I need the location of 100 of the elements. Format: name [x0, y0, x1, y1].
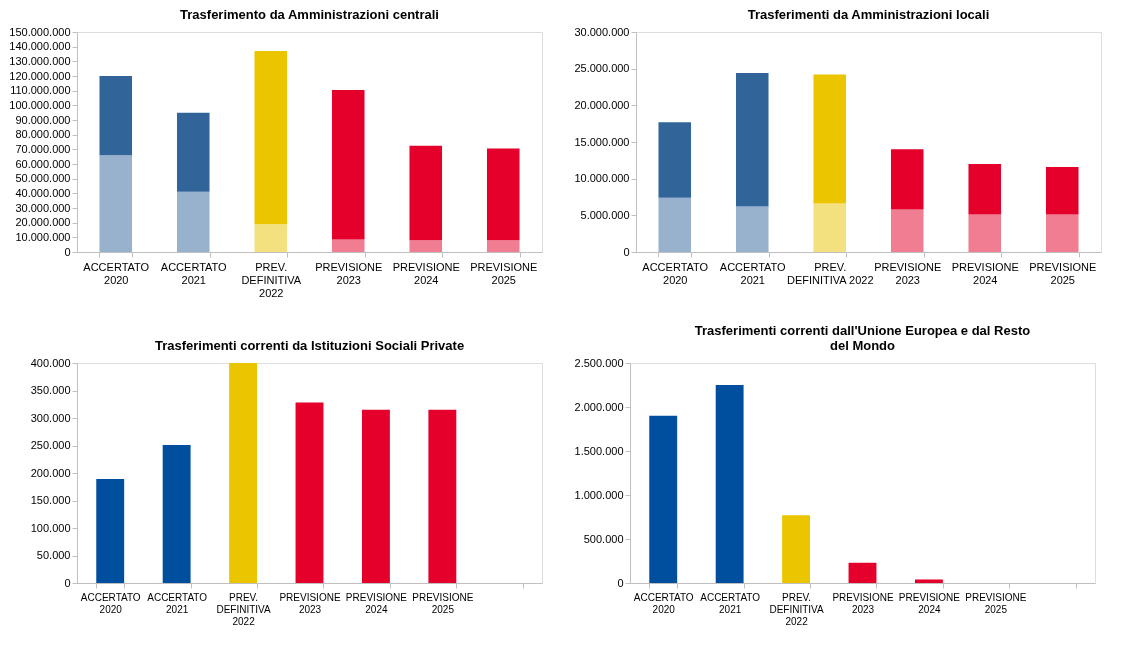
- x-tick-label: PREVISIONE 2025: [470, 260, 538, 286]
- x-tick-label: PREVISIONE 2025: [412, 591, 474, 615]
- x-tick-label: PREVISIONE 2024: [392, 260, 460, 286]
- y-tick-label: 60.000.000: [15, 157, 71, 170]
- bar: [649, 415, 678, 583]
- bar: [813, 203, 847, 252]
- x-tick-label: ACCERTATO 2020: [80, 591, 141, 615]
- y-tick-label: 1.000.000: [574, 488, 624, 501]
- bar: [361, 409, 390, 583]
- bar: [295, 402, 324, 583]
- y-tick-label: 200.000: [30, 466, 71, 479]
- bar: [968, 214, 1002, 252]
- chart-title: Trasferimenti correnti dall'Unione Europea e dal Resto del Mondo: [694, 323, 1031, 353]
- bar: [176, 112, 210, 192]
- y-tick-label: 2.500.000: [574, 356, 624, 369]
- y-tick-label: 100.000.000: [9, 98, 71, 111]
- x-tick-label: PREVISIONE 2025: [1029, 260, 1097, 286]
- y-tick-label: 20.000.000: [574, 98, 630, 111]
- bar: [99, 155, 133, 252]
- y-tick-label: 140.000.000: [9, 40, 71, 53]
- x-tick-label: PREVISIONE 2023: [279, 591, 341, 615]
- bar: [735, 206, 769, 252]
- bar: [1045, 214, 1079, 252]
- bar: [254, 224, 288, 252]
- bar: [1045, 166, 1079, 215]
- y-tick-label: 100.000: [30, 521, 71, 534]
- x-tick-label: ACCERTATO 2021: [719, 260, 787, 286]
- x-tick-label: PREVISIONE 2024: [345, 591, 408, 615]
- bar: [968, 164, 1002, 215]
- y-tick-label: 50.000.000: [15, 172, 71, 185]
- x-tick-label: PREVISIONE 2024: [898, 591, 961, 615]
- bar: [428, 409, 457, 583]
- x-tick-label: PREV. DEFINITIVA 2022: [786, 260, 874, 286]
- bar: [890, 149, 924, 210]
- chart-title: Trasferimenti da Amministrazioni locali: [747, 7, 990, 22]
- y-tick-label: 350.000: [30, 384, 71, 396]
- y-tick-label: 15.000.000: [574, 135, 630, 148]
- y-tick-label: 20.000.000: [15, 216, 71, 229]
- x-tick-label: PREVISIONE 2023: [315, 260, 383, 286]
- bar: [848, 562, 877, 583]
- x-tick-label: PREVISIONE 2023: [832, 591, 894, 615]
- x-tick-label: ACCERTATO 2021: [147, 591, 208, 615]
- bar: [409, 240, 443, 252]
- chart-title: Trasferimento da Amministrazioni centrali: [180, 7, 439, 22]
- x-tick-label: PREV. DEFINITIVA 2022: [241, 260, 302, 299]
- x-tick-label: ACCERTATO 2021: [160, 260, 228, 286]
- bar: [254, 51, 288, 225]
- bar: [890, 209, 924, 252]
- y-tick-label: 150.000: [30, 494, 71, 506]
- y-tick-label: 25.000.000: [574, 62, 630, 75]
- bar: [658, 197, 692, 252]
- y-tick-label: 0: [623, 245, 630, 258]
- x-tick-label: ACCERTATO 2020: [633, 591, 694, 615]
- bar: [914, 579, 943, 583]
- y-tick-label: 30.000.000: [15, 201, 71, 214]
- y-tick-label: 150.000.000: [9, 25, 71, 38]
- bar: [99, 76, 133, 156]
- y-tick-label: 90.000.000: [15, 113, 71, 126]
- y-tick-label: 50.000: [36, 549, 71, 561]
- y-tick-label: 2.000.000: [574, 400, 624, 413]
- bar: [486, 240, 520, 252]
- x-tick-label: PREVISIONE 2025: [965, 591, 1027, 615]
- y-tick-label: 30.000.000: [574, 25, 630, 38]
- y-tick-label: 1.500.000: [574, 444, 624, 457]
- y-tick-label: 40.000.000: [15, 186, 71, 199]
- bar: [658, 122, 692, 198]
- y-tick-label: 10.000.000: [574, 172, 630, 185]
- bar: [813, 74, 847, 204]
- y-tick-label: 70.000.000: [15, 142, 71, 155]
- bar: [735, 73, 769, 207]
- y-tick-label: 500.000: [583, 532, 624, 545]
- bar: [715, 385, 744, 583]
- y-tick-label: 5.000.000: [580, 208, 630, 221]
- y-tick-label: 130.000.000: [9, 54, 71, 67]
- x-tick-label: ACCERTATO 2020: [83, 260, 150, 286]
- x-tick-label: PREVISIONE 2023: [874, 260, 942, 286]
- y-tick-label: 10.000.000: [15, 230, 71, 243]
- x-tick-label: PREV. DEFINITIVA 2022: [769, 591, 825, 627]
- bar: [331, 239, 365, 252]
- y-tick-label: 110.000.000: [10, 84, 71, 97]
- x-tick-label: ACCERTATO 2020: [642, 260, 709, 286]
- bar: [162, 444, 191, 583]
- bar: [409, 145, 443, 241]
- y-tick-label: 0: [64, 245, 71, 258]
- y-tick-label: 80.000.000: [15, 128, 71, 141]
- bar: [486, 148, 520, 241]
- y-tick-label: 120.000.000: [9, 69, 71, 82]
- chart-title: Trasferimenti correnti da Istituzioni Sociali Private: [154, 338, 465, 353]
- y-tick-label: 300.000: [30, 411, 71, 424]
- x-tick-label: PREV. DEFINITIVA 2022: [216, 591, 272, 627]
- x-tick-label: ACCERTATO 2021: [700, 591, 761, 615]
- bar: [96, 479, 125, 583]
- x-tick-label: PREVISIONE 2024: [951, 260, 1019, 286]
- bar: [331, 89, 365, 240]
- y-tick-label: 0: [617, 576, 624, 589]
- bar: [782, 515, 811, 583]
- bar: [229, 363, 258, 583]
- y-tick-label: 400.000: [30, 356, 71, 369]
- bar: [176, 191, 210, 252]
- y-tick-label: 0: [64, 576, 71, 589]
